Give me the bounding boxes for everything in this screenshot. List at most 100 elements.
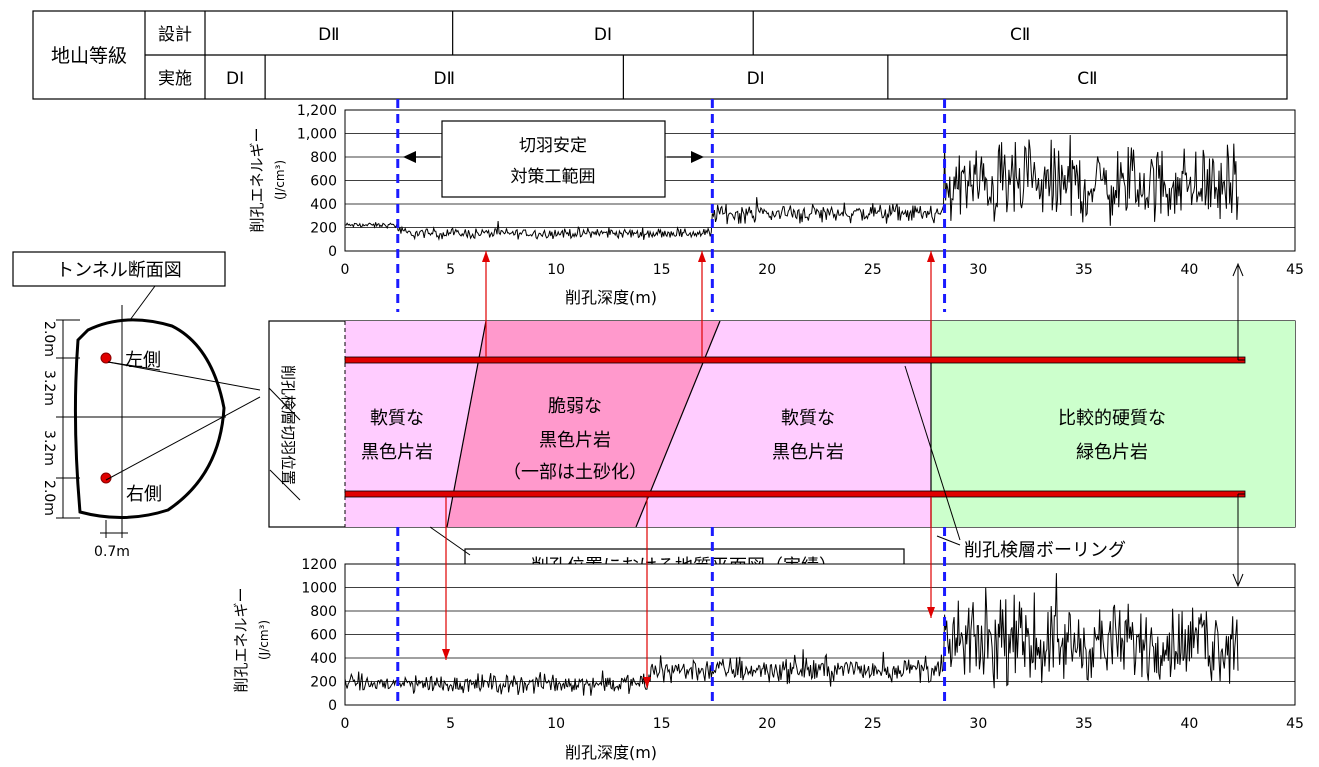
top-chart-xtick-15: 15	[653, 262, 671, 278]
actual-grade-cell-4: CⅡ	[1077, 69, 1097, 89]
offset-dim: 0.7m	[94, 544, 130, 560]
top-chart-xtick-25: 25	[864, 262, 882, 278]
design-row-label: 設計	[158, 25, 192, 45]
connector-arrows	[442, 251, 1245, 688]
bottom-chart: 0 200 400 600 800 1000 1200 0 5 10 15 20 25 30 35 40 45…	[232, 557, 1304, 762]
bottom-energy-series	[344, 573, 1239, 696]
zone-4-line-2: 緑色片岩	[1076, 442, 1148, 463]
section-title: トンネル断面図	[56, 260, 182, 281]
end-arrow-down-icon	[1232, 573, 1244, 588]
tunnel-outline	[73, 318, 226, 519]
zone-2-line-2: 黒色片岩	[539, 430, 611, 451]
bottom-chart-ytick-200: 200	[310, 675, 337, 691]
zone-3-line-1: 軟質な	[781, 408, 835, 429]
design-grade-cell-3: CⅡ	[1010, 25, 1030, 45]
boring-line-left	[344, 356, 1246, 364]
design-grade-cell-1: DⅡ	[318, 25, 339, 45]
top-chart-xtick-40: 40	[1181, 262, 1199, 278]
left-hole-icon	[100, 352, 112, 364]
dim-1: 2.0m	[41, 321, 57, 357]
zone-1-line-2: 黒色片岩	[361, 442, 433, 463]
grade-table-header: 地山等級	[51, 45, 127, 67]
actual-grade-cells: DⅠ DⅡ DⅠ CⅡ	[226, 55, 1098, 99]
bottom-chart-ytick-1200: 1200	[301, 557, 337, 573]
bottom-chart-yunit: (J/cm³)	[257, 620, 271, 660]
geology-zone-2	[447, 321, 720, 527]
geology-zone-4	[931, 321, 1295, 527]
dim-3: 3.2m	[41, 430, 57, 466]
boring-label: 削孔検層ボーリング	[964, 540, 1126, 561]
zone-2-line-3: （一部は土砂化）	[503, 462, 647, 483]
top-chart-xtick-45: 45	[1286, 262, 1304, 278]
zone-2-line-1: 脆弱な	[548, 396, 602, 417]
top-chart-ytick-0: 0	[328, 244, 337, 260]
top-chart-xtick-0: 0	[341, 262, 350, 278]
top-chart-ytick-200: 200	[310, 221, 337, 237]
top-chart-ytick-1000: 1,000	[297, 127, 337, 143]
bottom-chart-xtick-35: 35	[1075, 716, 1093, 732]
top-chart-xtick-10: 10	[547, 262, 565, 278]
actual-grade-cell-3: DⅠ	[747, 69, 765, 89]
top-chart-xtick-20: 20	[758, 262, 776, 278]
design-grade-cells: DⅡ DⅠ CⅡ	[318, 11, 1030, 55]
bottom-chart-ytick-600: 600	[310, 628, 337, 644]
actual-grade-cell-2: DⅡ	[434, 69, 455, 89]
boring-line-right	[344, 490, 1246, 498]
arrow-up-icon-2	[698, 251, 706, 262]
top-energy-series	[344, 134, 1239, 241]
end-arrow-up-icon	[1232, 262, 1244, 277]
bottom-chart-grid	[345, 587, 1295, 682]
bottom-chart-ylabel: 削孔エネルギー	[232, 587, 250, 692]
bottom-chart-ytick-1000: 1000	[301, 581, 337, 597]
countermeasure-annotation: 切羽安定 対策工範囲	[403, 120, 704, 198]
grade-table: 地山等級 設計 実施 DⅡ DⅠ CⅡ DⅠ DⅡ DⅠ CⅡ	[32, 10, 1288, 100]
top-chart-xtick-35: 35	[1075, 262, 1093, 278]
right-hole-icon	[100, 472, 112, 484]
bottom-chart-xtick-45: 45	[1286, 716, 1304, 732]
geology-zone-3	[636, 321, 931, 527]
bottom-chart-ytick-400: 400	[310, 651, 337, 667]
zone-1-line-1: 軟質な	[370, 408, 424, 429]
arrow-up-icon-1	[482, 251, 490, 262]
dim-4: 2.0m	[41, 480, 57, 516]
arrow-down-icon-2	[643, 677, 651, 688]
top-chart-yunit: (J/cm³)	[273, 160, 287, 200]
top-chart-ytick-600: 600	[310, 174, 337, 190]
arrow-up-icon-3	[927, 251, 935, 262]
top-chart-xlabel: 削孔深度(m)	[565, 288, 657, 307]
top-chart-ytick-800: 800	[310, 150, 337, 166]
bottom-chart-ytick-800: 800	[310, 604, 337, 620]
bottom-chart-xtick-5: 5	[446, 716, 455, 732]
arrow-right-icon	[691, 151, 704, 163]
bottom-chart-xtick-25: 25	[864, 716, 882, 732]
bottom-chart-ytick-0: 0	[328, 698, 337, 714]
tunnel-cross-section: トンネル断面図 左側 右側 2.0m 3.2m 3.2m 2.0m 0.7m	[12, 251, 261, 560]
geology-plan: 削孔検層切羽位置 軟質な 黒色片岩 脆弱な 黒色片岩 （一部は土砂化） 軟質な …	[268, 320, 1296, 528]
actual-row-label: 実施	[158, 69, 192, 89]
grade-boundary-lines	[396, 99, 947, 705]
top-chart-ylabel: 削孔エネルギー	[248, 127, 266, 232]
section-title-box	[12, 251, 226, 287]
design-grade-cell-2: DⅠ	[594, 25, 612, 45]
bottom-chart-xlabel: 削孔深度(m)	[565, 743, 657, 762]
right-side-label: 右側	[126, 484, 162, 505]
bottom-chart-xtick-10: 10	[547, 716, 565, 732]
bottom-chart-xtick-40: 40	[1181, 716, 1199, 732]
annotation-box	[441, 120, 666, 198]
dim-2: 3.2m	[41, 370, 57, 406]
arrow-down-icon-3	[927, 607, 935, 618]
zone-3-line-2: 黒色片岩	[772, 442, 844, 463]
bottom-chart-xtick-20: 20	[758, 716, 776, 732]
annotation-line-2: 対策工範囲	[511, 167, 596, 187]
top-chart: 0 200 400 600 800 1,000 1,200 0 5 10 15 20 25 30 35 40…	[248, 103, 1304, 307]
arrow-down-icon-1	[442, 649, 450, 660]
geology-zone-1	[345, 321, 486, 527]
bottom-chart-xtick-15: 15	[653, 716, 671, 732]
bottom-chart-xtick-30: 30	[969, 716, 987, 732]
actual-grade-cell-1: DⅠ	[226, 69, 244, 89]
top-chart-xtick-labels: 0 5 10 15 20 25 30 35 40 45	[341, 262, 1304, 278]
bottom-chart-ytick-labels: 0 200 400 600 800 1000 1200	[301, 557, 337, 714]
arrow-left-icon	[403, 151, 416, 163]
zone-4-line-1: 比較的硬質な	[1058, 408, 1166, 429]
